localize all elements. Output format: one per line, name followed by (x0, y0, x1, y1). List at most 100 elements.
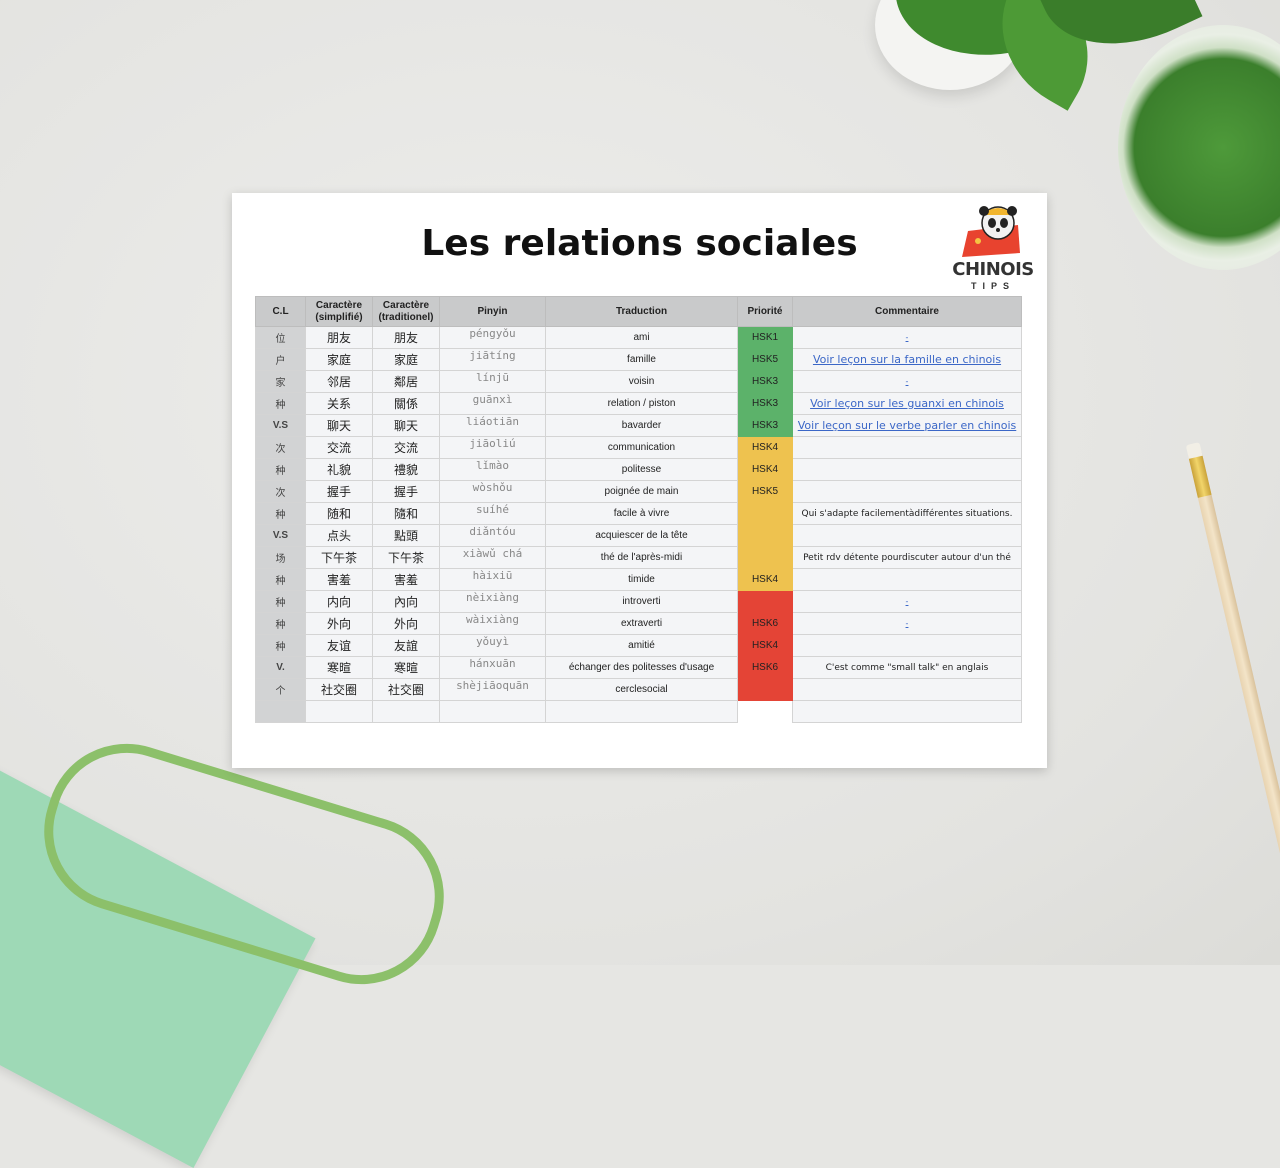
pinyin-cell: jiāoliú (439, 436, 546, 459)
table-row: 种外向 外向 wàixiàng extraverti HSK6- (255, 612, 1022, 635)
column-header: C.L (255, 296, 306, 327)
comment-cell: Voir leçon sur les guanxi en chinois (792, 392, 1022, 415)
translation-cell: relation / piston (545, 392, 738, 415)
chinois-tips-logo: CHINOIS TIPS (948, 201, 1038, 293)
simplified-cell: 聊天 (305, 414, 373, 437)
pinyin-cell: nèixiàng (439, 590, 546, 613)
classifier-cell: 种 (255, 612, 306, 635)
table-row: 位朋友 朋友 péngyǒu ami HSK1- (255, 326, 1022, 349)
column-header: Traduction (545, 296, 738, 327)
simplified-cell: 握手 (305, 480, 373, 503)
comment-cell: - (792, 590, 1022, 613)
classifier-cell: 种 (255, 502, 306, 525)
simplified-cell: 礼貌 (305, 458, 373, 481)
traditional-cell: 鄰居 (372, 370, 440, 393)
translation-cell: timide (545, 568, 738, 591)
pinyin-cell: shèjiāoquān (439, 678, 546, 701)
logo-brand: CHINOIS (952, 259, 1034, 280)
pinyin-cell: suíhé (439, 502, 546, 525)
classifier-cell: 场 (255, 546, 306, 569)
lesson-link[interactable]: Voir leçon sur la famille en chinois (812, 353, 1002, 366)
comment-cell (792, 678, 1022, 701)
classifier-cell: V.S (255, 524, 306, 547)
traditional-cell: 社交圈 (372, 678, 440, 701)
lesson-link[interactable]: - (905, 376, 909, 386)
lesson-link[interactable]: Voir leçon sur le verbe parler en chinoi… (797, 419, 1017, 432)
green-glass (1118, 25, 1280, 270)
simplified-cell: 害羞 (305, 568, 373, 591)
table-row: 次握手 握手 wòshǒu poignée de main HSK5 (255, 480, 1022, 503)
translation-cell: acquiescer de la tête (545, 524, 738, 547)
simplified-cell: 关系 (305, 392, 373, 415)
simplified-cell: 交流 (305, 436, 373, 459)
table-row: 户家庭 家庭 jiātíng famille HSK5 Voir leçon sur la… (255, 348, 1022, 371)
priority-cell: HSK6 (737, 612, 793, 635)
pinyin-cell (439, 700, 546, 723)
lesson-link[interactable]: Voir leçon sur les guanxi en chinois (810, 397, 1004, 410)
table-row: 个社交圈 社交圈 shèjiāoquān cerclesocial (255, 678, 1022, 701)
table-row: 种随和 隨和 suíhé facile à vivre Qui s'adapte fac… (255, 502, 1022, 525)
traditional-cell: 寒暄 (372, 656, 440, 679)
priority-cell: HSK1 (737, 326, 793, 349)
translation-cell: amitié (545, 634, 738, 657)
classifier-cell (255, 700, 306, 723)
traditional-cell: 關係 (372, 392, 440, 415)
simplified-cell: 朋友 (305, 326, 373, 349)
table-row: 次交流 交流 jiāoliú communication HSK4 (255, 436, 1022, 459)
priority-cell: HSK4 (737, 568, 793, 591)
classifier-cell: 种 (255, 568, 306, 591)
table-row: V.S 点头 點頭 diǎntóu acquiescer de la tête (255, 524, 1022, 547)
priority-cell: HSK4 (737, 634, 793, 657)
classifier-cell: 种 (255, 458, 306, 481)
comment-cell: Voir leçon sur le verbe parler en chinoi… (792, 414, 1022, 437)
comment-cell (792, 700, 1022, 723)
priority-cell: HSK5 (737, 348, 793, 371)
panda-flag-icon (962, 206, 1020, 257)
simplified-cell: 寒暄 (305, 656, 373, 679)
priority-cell (737, 502, 793, 525)
table-row: 家邻居 鄰居 línjū voisin HSK3 - (255, 370, 1022, 393)
comment-cell (792, 524, 1022, 547)
traditional-cell: 內向 (372, 590, 440, 613)
simplified-cell: 随和 (305, 502, 373, 525)
priority-cell (737, 590, 793, 613)
lesson-link[interactable]: - (905, 618, 909, 628)
pinyin-cell: línjū (439, 370, 546, 393)
pinyin-cell: wàixiàng (439, 612, 546, 635)
translation-cell: échanger des politesses d'usage (545, 656, 738, 679)
pinyin-cell: lǐmào (439, 458, 546, 481)
traditional-cell: 點頭 (372, 524, 440, 547)
traditional-cell: 外向 (372, 612, 440, 635)
classifier-cell: 位 (255, 326, 306, 349)
classifier-cell: 种 (255, 590, 306, 613)
simplified-cell: 友谊 (305, 634, 373, 657)
document-sheet: Les relations sociales CHINOIS TIPS C.L C… (232, 193, 1047, 768)
table-row: 种内向 內向 nèixiàng introverti - (255, 590, 1022, 613)
column-header: Priorité (737, 296, 793, 327)
traditional-cell (372, 700, 440, 723)
traditional-cell: 朋友 (372, 326, 440, 349)
pinyin-cell: hánxuān (439, 656, 546, 679)
translation-cell: thé de l'après-midi (545, 546, 738, 569)
priority-cell: HSK3 (737, 392, 793, 415)
comment-cell: C'est comme "small talk" en anglais (792, 656, 1022, 679)
traditional-cell: 害羞 (372, 568, 440, 591)
page-title: Les relations sociales (421, 223, 858, 264)
translation-cell: facile à vivre (545, 502, 738, 525)
comment-cell: Petit rdv détente pourdiscuter autour d'… (792, 546, 1022, 569)
comment-cell: Voir leçon sur la famille en chinois (792, 348, 1022, 371)
traditional-cell: 友誼 (372, 634, 440, 657)
translation-cell: communication (545, 436, 738, 459)
comment-cell: - (792, 370, 1022, 393)
table-row (255, 700, 1022, 723)
pinyin-cell: péngyǒu (439, 326, 546, 349)
lesson-link[interactable]: - (905, 332, 909, 342)
table-row: 种礼貌 禮貌 lǐmào politesse HSK4 (255, 458, 1022, 481)
table-row: 种害羞 害羞 hàixiū timide HSK4 (255, 568, 1022, 591)
translation-cell: ami (545, 326, 738, 349)
vocabulary-table: C.L Caractère (simplifié) Caractère (tradi… (255, 296, 1022, 723)
classifier-cell: 次 (255, 436, 306, 459)
priority-cell: HSK4 (737, 458, 793, 481)
lesson-link[interactable]: - (905, 596, 909, 606)
comment-cell: - (792, 326, 1022, 349)
